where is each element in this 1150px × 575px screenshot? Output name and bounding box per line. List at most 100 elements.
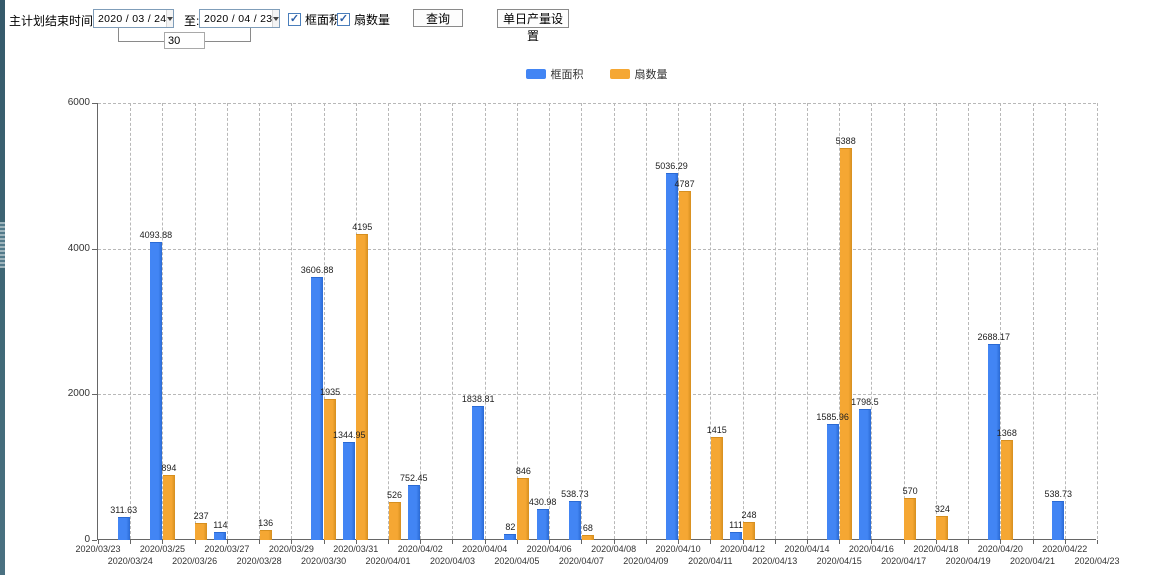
chart-bar-扇数量 [839,147,852,540]
x-axis-tick [903,540,905,544]
x-gridline [130,103,132,539]
bar-value-label: 538.73 [561,488,589,499]
chart-bar-框面积 [504,534,517,540]
bar-value-label: 1838.81 [461,394,495,405]
connector-line-left [118,28,119,41]
bar-value-label: 1415 [706,424,727,435]
days-input[interactable] [164,32,205,49]
bar-value-label: 4093.88 [139,229,173,240]
x-axis-tick [420,540,422,544]
chart-bar-框面积 [826,424,839,540]
chart-bar-框面积 [117,517,130,540]
x-axis-label: 2020/04/23 [1074,556,1120,566]
x-axis-label: 2020/04/20 [977,544,1023,554]
chart-bar-扇数量 [1000,440,1013,540]
bar-value-label: 82 [505,522,516,533]
x-axis-label: 2020/04/22 [1042,544,1088,554]
x-axis-tick [162,540,164,544]
x-axis-tick [839,540,841,544]
x-gridline [581,103,583,539]
x-axis-label: 2020/03/27 [204,544,250,554]
x-axis-label: 2020/03/28 [236,556,282,566]
dock-splitter-grip[interactable] [0,222,5,268]
checkbox-fan-count[interactable]: ✓ 扇数量 [337,11,390,28]
x-axis-tick [323,540,325,544]
frame-area-checkbox-icon[interactable]: ✓ [288,13,301,26]
chevron-down-icon [167,16,174,21]
legend-label-fan-count: 扇数量 [634,69,668,81]
x-axis-label: 2020/04/08 [591,544,637,554]
x-gridline [871,103,873,539]
x-gridline [1064,103,1066,539]
legend-item-fan-count[interactable]: 扇数量 [609,66,668,82]
x-axis-label: 2020/03/23 [75,544,121,554]
x-gridline [1032,103,1034,539]
x-axis-tick [806,540,808,544]
bar-value-label: 5036.29 [655,161,688,172]
x-axis-label: 2020/04/13 [752,556,798,566]
bar-value-label: 846 [515,466,531,477]
bar-value-label: 1935 [320,387,341,398]
legend-item-frame-area[interactable]: 框面积 [525,66,584,82]
chart-bar-框面积 [1052,500,1065,540]
x-axis-label: 2020/03/26 [172,556,218,566]
query-button[interactable]: 查询 [413,9,463,27]
chart-bar-扇数量 [324,399,337,540]
x-axis-label: 2020/04/10 [655,544,701,554]
x-axis-tick [194,540,196,544]
legend-label-frame-area: 框面积 [550,69,584,81]
chart-bar-框面积 [149,241,162,540]
x-gridline [452,103,454,539]
chart-bar-扇数量 [259,530,272,540]
production-bar-chart: 0 2000 4000 6000 2020/03/23 2020/03/24 2020/03… [68,97,1120,566]
bar-value-label: 1344.95 [333,430,366,441]
x-gridline [194,103,196,539]
bar-value-label: 4787 [674,179,695,190]
date-from-picker[interactable]: 2020 / 03 / 24 [93,9,174,28]
bar-value-label: 114 [213,519,228,530]
fan-count-checkbox-icon[interactable]: ✓ [337,13,350,26]
chart-bar-框面积 [987,344,1000,540]
date-from-dropdown-button[interactable] [166,10,174,27]
x-gridline [645,103,647,539]
x-axis-label: 2020/04/09 [623,556,669,566]
y-axis-tick [92,248,97,250]
bar-value-label: 526 [387,489,403,500]
x-axis-tick [1097,540,1098,544]
x-gridline [162,103,164,539]
date-to-picker[interactable]: 2020 / 04 / 23 [199,9,280,28]
checkbox-frame-area[interactable]: ✓ 框面积 [288,11,341,28]
x-axis-tick [226,540,228,544]
bar-value-label: 68 [582,523,593,534]
x-axis-label: 2020/04/19 [945,556,991,566]
x-axis-tick [742,540,744,544]
to-label: 至: [184,14,200,28]
bar-value-label: 2688.17 [977,332,1011,343]
date-from-value: 2020 / 03 / 24 [98,12,167,25]
x-gridline [1000,103,1002,539]
checkbox-frame-area-label: 框面积 [305,13,342,27]
x-axis-tick [935,540,937,544]
x-axis-tick [130,540,132,544]
y-axis-label: 4000 [67,242,90,254]
date-to-dropdown-button[interactable] [272,10,280,27]
bar-value-label: 136 [258,518,274,529]
chart-bar-扇数量 [710,436,723,540]
x-axis-label: 2020/04/03 [429,556,475,566]
x-axis-label: 2020/04/01 [365,556,411,566]
chart-legend: 框面积 扇数量 [97,66,1096,82]
chart-bar-框面积 [568,500,581,540]
x-axis-tick [549,540,551,544]
chart-bar-扇数量 [356,234,369,540]
x-axis-label: 2020/04/21 [1010,556,1056,566]
x-axis-tick [968,540,970,544]
plan-end-time-label: 主计划结束时间: [9,14,97,28]
checkmark-icon: ✓ [289,13,300,25]
x-axis-tick [98,540,99,544]
daily-output-settings-button[interactable]: 单日产量设置 [497,9,569,43]
x-axis-tick [710,540,712,544]
chart-bar-扇数量 [517,478,530,540]
chart-bar-框面积 [214,531,227,540]
x-axis-tick [613,540,615,544]
checkbox-fan-count-label: 扇数量 [354,13,391,27]
